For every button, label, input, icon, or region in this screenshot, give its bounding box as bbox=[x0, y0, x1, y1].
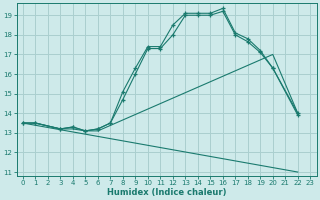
X-axis label: Humidex (Indice chaleur): Humidex (Indice chaleur) bbox=[107, 188, 226, 197]
